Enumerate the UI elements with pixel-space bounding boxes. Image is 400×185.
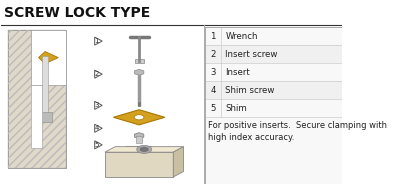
Bar — [42, 56, 48, 115]
Polygon shape — [38, 52, 58, 64]
Polygon shape — [173, 147, 184, 177]
Polygon shape — [105, 152, 173, 177]
Text: SCREW LOCK TYPE: SCREW LOCK TYPE — [4, 6, 150, 20]
Polygon shape — [134, 69, 144, 75]
Polygon shape — [32, 30, 66, 85]
Text: Insert: Insert — [225, 68, 250, 77]
Bar — [32, 85, 42, 148]
Text: 2: 2 — [94, 71, 98, 77]
Bar — [136, 136, 142, 143]
FancyBboxPatch shape — [205, 45, 342, 63]
Circle shape — [137, 145, 152, 154]
FancyBboxPatch shape — [205, 99, 342, 117]
Text: Insert screw: Insert screw — [225, 50, 278, 59]
Text: For positive inserts.  Secure clamping with
high index accuracy.: For positive inserts. Secure clamping wi… — [208, 121, 387, 142]
Text: 4: 4 — [210, 86, 216, 95]
Text: 3: 3 — [94, 102, 99, 108]
Bar — [135, 58, 144, 63]
Text: 1: 1 — [210, 32, 216, 41]
Polygon shape — [114, 110, 165, 125]
FancyBboxPatch shape — [205, 81, 342, 99]
Polygon shape — [126, 146, 152, 150]
Polygon shape — [134, 133, 144, 139]
Circle shape — [134, 115, 144, 120]
FancyBboxPatch shape — [205, 63, 342, 81]
FancyBboxPatch shape — [205, 27, 342, 45]
Text: 1: 1 — [94, 38, 99, 44]
Text: 3: 3 — [210, 68, 216, 77]
FancyBboxPatch shape — [205, 117, 342, 184]
Text: Shim screw: Shim screw — [225, 86, 274, 95]
Text: 5: 5 — [94, 142, 98, 148]
Text: Wrench: Wrench — [225, 32, 258, 41]
Text: 4: 4 — [94, 125, 98, 131]
Polygon shape — [105, 147, 184, 152]
Text: 2: 2 — [210, 50, 216, 59]
Text: 5: 5 — [210, 104, 216, 113]
Text: Shim: Shim — [225, 104, 247, 113]
Polygon shape — [8, 30, 66, 168]
Circle shape — [136, 146, 142, 150]
Polygon shape — [140, 147, 148, 152]
Bar — [38, 112, 52, 122]
